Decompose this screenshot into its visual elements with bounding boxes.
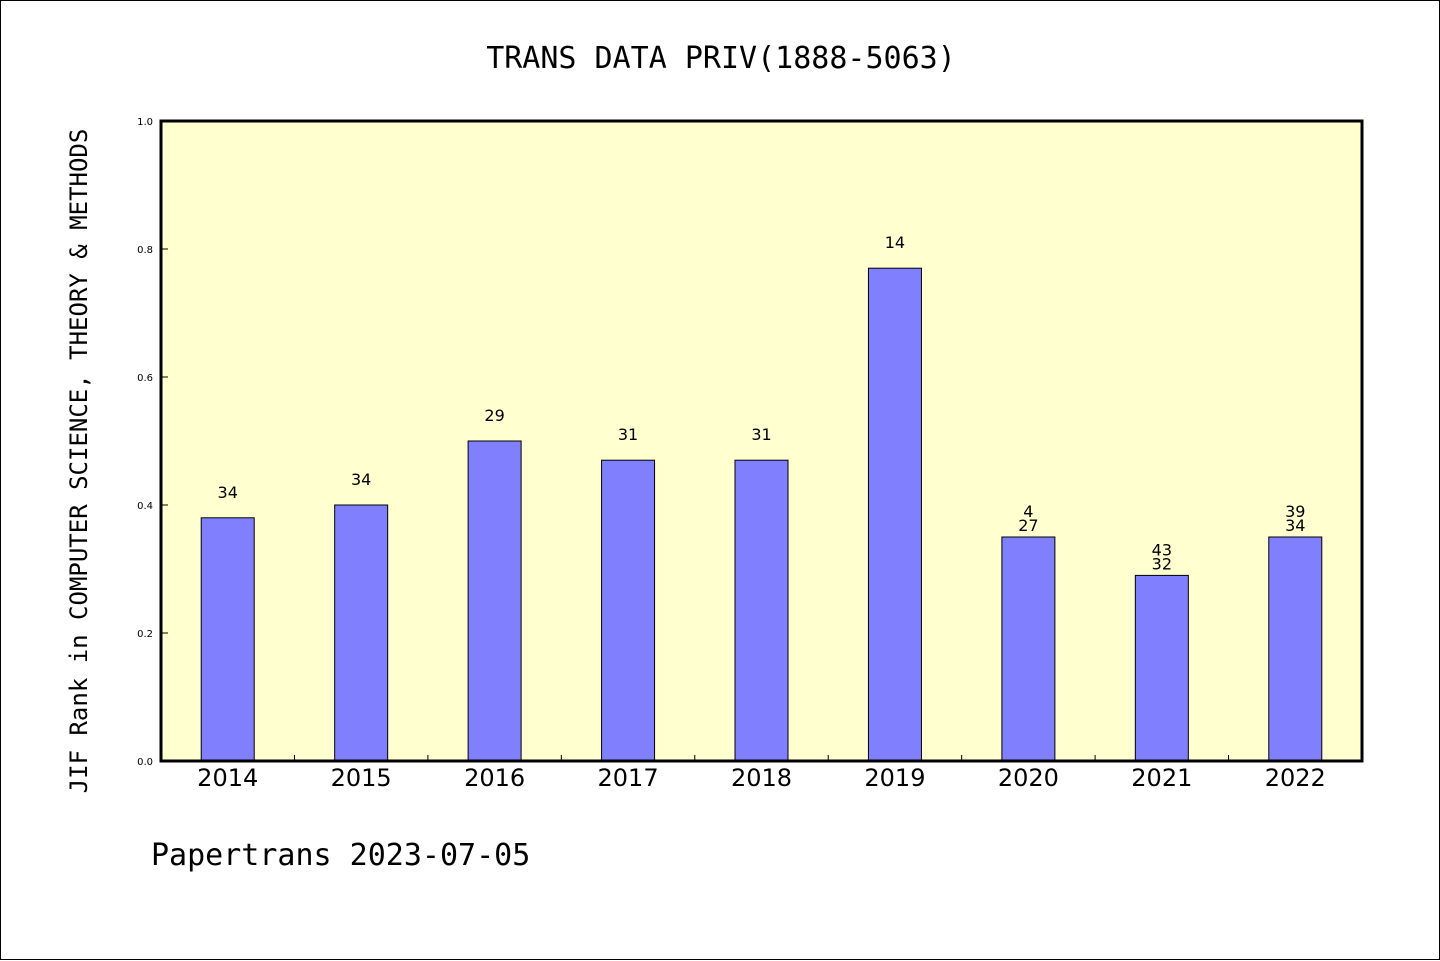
bar-data-label: 31: [618, 425, 638, 444]
bar-data-label: 34: [1285, 516, 1305, 535]
y-tick-label: 0.8: [137, 245, 153, 256]
x-tick-label: 2016: [464, 764, 525, 792]
bar-data-label: 32: [1152, 554, 1172, 573]
bar-2014: [200, 517, 255, 762]
x-tick-label: 2017: [598, 764, 659, 792]
bar-data-label: 27: [1018, 516, 1038, 535]
plot-border: [159, 119, 1364, 763]
y-tick-label: 0.0: [137, 757, 153, 768]
bar-data-label: 34: [218, 483, 238, 502]
bar-2015: [334, 504, 389, 762]
bar-data-label: 31: [751, 425, 771, 444]
x-tick-label: 2020: [998, 764, 1059, 792]
y-axis-label: JIF Rank in COMPUTER SCIENCE, THEORY & M…: [65, 129, 93, 794]
bar-2020: [1001, 536, 1056, 762]
chart-title: TRANS DATA PRIV(1888-5063): [486, 41, 956, 76]
y-tick-label: 0.6: [137, 373, 153, 384]
bar-2022: [1268, 536, 1323, 762]
y-tick-label: 1.0: [137, 117, 153, 128]
x-tick-label: 2018: [731, 764, 792, 792]
bar-data-label: 4: [1023, 502, 1033, 521]
x-tick-label: 2022: [1265, 764, 1326, 792]
bar-data-label: 43: [1152, 540, 1172, 559]
x-tick-label: 2021: [1131, 764, 1192, 792]
y-axis-ticks: 0.0 0.2 0.4 0.6 0.8 1.0: [137, 117, 168, 768]
bar-2016: [467, 440, 522, 762]
bar-data-label: 39: [1285, 502, 1305, 521]
bar-data-label: 29: [484, 406, 504, 425]
y-tick-label: 0.2: [137, 629, 153, 640]
bar-2021: [1134, 574, 1189, 762]
x-tick-label: 2014: [197, 764, 258, 792]
bar-2018: [734, 459, 789, 762]
x-axis-ticks: 2014 2015 2016 2017 2018 2019 2020 2021 2022: [197, 755, 1326, 792]
y-tick-label: 0.4: [137, 501, 153, 512]
x-tick-label: 2015: [331, 764, 392, 792]
bar-data-label: 14: [885, 233, 905, 252]
footer-credit: Papertrans 2023-07-05: [151, 838, 530, 873]
bar-data-label: 34: [351, 470, 371, 489]
bar-2017: [601, 459, 656, 762]
bar-2019: [867, 267, 922, 762]
x-tick-label: 2019: [864, 764, 925, 792]
